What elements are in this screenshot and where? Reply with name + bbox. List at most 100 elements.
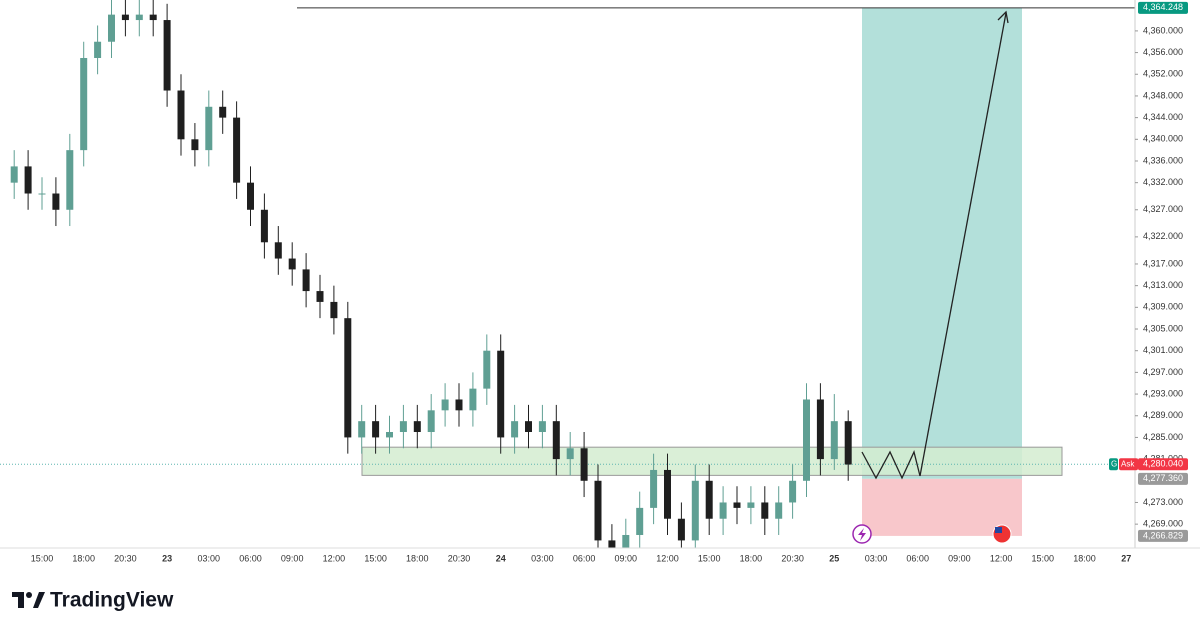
candle-body: [733, 502, 741, 508]
candle-body: [511, 421, 519, 438]
support-zone: [361, 446, 1063, 476]
candle-body: [469, 388, 477, 411]
price-label: 4,364.248: [1143, 2, 1183, 12]
candle-body: [288, 258, 296, 270]
y-tick-label: 4,297.000: [1143, 367, 1183, 377]
candle-body: [135, 14, 143, 21]
x-tick-label: 06:00: [239, 553, 262, 563]
price-label-box: [1138, 529, 1188, 542]
price-label-box: [1138, 472, 1188, 485]
candle-body: [789, 480, 797, 503]
candle-body: [274, 242, 282, 259]
arrow-head: [997, 10, 1009, 24]
ask-tag-box: [1119, 458, 1138, 471]
candle-body: [830, 421, 838, 460]
candle-body: [747, 502, 755, 508]
candle-body: [80, 57, 88, 151]
target-area: [862, 7, 1022, 479]
candle-body: [149, 14, 157, 21]
y-tick-label: 4,301.000: [1143, 345, 1183, 355]
y-tick-label: 4,340.000: [1143, 134, 1183, 144]
y-tick-label: 4,348.000: [1143, 90, 1183, 100]
x-tick-label: 03:00: [865, 553, 888, 563]
y-tick-label: 4,322.000: [1143, 231, 1183, 241]
candle-body: [525, 421, 532, 433]
y-tick-label: 4,317.000: [1143, 258, 1183, 268]
price-label: 4,277.360: [1143, 473, 1183, 483]
candle-body: [121, 14, 129, 21]
y-tick-label: 4,269.000: [1143, 519, 1183, 529]
candle-body: [66, 150, 74, 210]
x-tick-label: 03:00: [531, 553, 554, 563]
x-tick-label: 24: [496, 553, 506, 563]
y-tick-label: 4,356.000: [1143, 47, 1183, 57]
y-tick-label: 4,289.000: [1143, 410, 1183, 420]
candle-body: [163, 20, 171, 91]
us-flag-canton: [995, 527, 1002, 533]
x-tick-label: 06:00: [573, 553, 596, 563]
candle-body: [552, 421, 560, 460]
x-tick-label: 12:00: [656, 553, 679, 563]
x-tick-label: 15:00: [364, 553, 387, 563]
projection-zigzag: [861, 450, 921, 480]
x-tick-label: 23: [162, 553, 172, 563]
candle-body: [483, 350, 491, 389]
price-label: 4,280.040: [1143, 459, 1183, 469]
x-tick-label: 03:00: [198, 553, 221, 563]
price-label-box: [1138, 1, 1188, 14]
candle-body: [191, 139, 199, 151]
candle-body: [316, 291, 324, 302]
x-tick-label: 27: [1121, 553, 1131, 563]
x-tick-label: 20:30: [448, 553, 471, 563]
y-tick-label: 4,344.000: [1143, 112, 1183, 122]
price-label: 4,266.829: [1143, 530, 1183, 540]
candle-body: [94, 41, 102, 58]
candle-body: [538, 421, 546, 433]
candle-body: [372, 421, 380, 438]
x-tick-label: 20:30: [114, 553, 137, 563]
candle-body: [608, 540, 616, 548]
candle-body: [691, 480, 699, 541]
candle-body: [233, 117, 241, 183]
candle-body: [441, 399, 449, 411]
candle-body: [358, 421, 366, 438]
candle-body: [108, 14, 115, 42]
candle-body: [844, 421, 852, 465]
y-tick-label: 4,336.000: [1143, 155, 1183, 165]
x-tick-label: 18:00: [1073, 553, 1096, 563]
candle-body: [636, 507, 644, 535]
y-tick-label: 4,293.000: [1143, 388, 1183, 398]
y-tick-label: 4,352.000: [1143, 69, 1183, 79]
candle-body: [497, 350, 505, 438]
x-tick-label: 09:00: [281, 553, 304, 563]
candle-body: [455, 399, 463, 411]
candle-body: [344, 318, 352, 438]
candle-body: [761, 502, 769, 519]
x-tick-label: 12:00: [323, 553, 346, 563]
y-tick-label: 4,273.000: [1143, 497, 1183, 507]
candle-body: [260, 209, 268, 243]
y-tick-label: 4,327.000: [1143, 204, 1183, 214]
candle-body: [205, 106, 213, 151]
candle-body: [330, 301, 338, 319]
candle-body: [38, 193, 46, 195]
candle-body: [566, 448, 574, 460]
candle-body: [399, 421, 407, 433]
candle-body: [413, 421, 421, 433]
logo: TradingView: [12, 589, 174, 612]
candle-body: [10, 166, 18, 183]
candle-body: [386, 432, 393, 438]
x-tick-label: 09:00: [615, 553, 638, 563]
stop-area: [862, 478, 1022, 536]
x-tick-label: 18:00: [72, 553, 95, 563]
ask-tag: Ask: [1121, 459, 1135, 468]
y-tick-label: 4,309.000: [1143, 302, 1183, 312]
candle-body: [580, 448, 588, 481]
x-tick-label: 20:30: [781, 553, 804, 563]
candle-body: [775, 502, 783, 519]
g-tag: G: [1111, 459, 1117, 468]
x-tick-label: 18:00: [740, 553, 763, 563]
x-tick-label: 09:00: [948, 553, 971, 563]
g-tag-box: [1109, 458, 1118, 471]
